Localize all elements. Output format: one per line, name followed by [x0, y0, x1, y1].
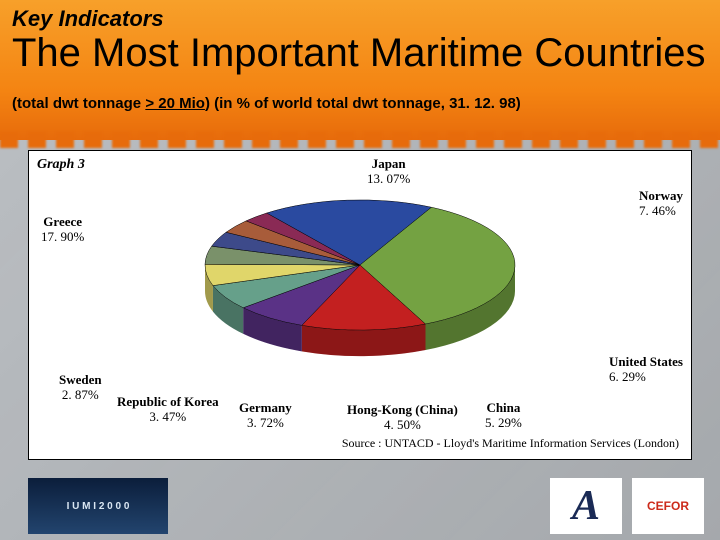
title-main: The Most Important Maritime Countries: [12, 31, 706, 75]
pie-wrap: [29, 165, 691, 400]
label-sweden: Sweden 2. 87%: [59, 373, 102, 403]
label-pct: 3. 47%: [117, 410, 219, 425]
label-name: Sweden: [59, 372, 102, 387]
kicker: Key Indicators: [0, 0, 720, 32]
page-title: The Most Important Maritime Countries (t…: [0, 32, 720, 116]
label-pct: 3. 72%: [239, 416, 292, 431]
label-pct: 7. 46%: [639, 204, 683, 219]
logo-cefor: CEFOR: [632, 478, 704, 534]
label-name: Germany: [239, 400, 292, 415]
title-sub-prefix: (total dwt tonnage: [12, 95, 141, 112]
label-name: Norway: [639, 188, 683, 203]
pie-chart: [145, 165, 575, 395]
label-pct: 13. 07%: [367, 172, 410, 187]
label-norway: Norway 7. 46%: [639, 189, 683, 219]
label-pct: 6. 29%: [609, 370, 683, 385]
label-pct: 17. 90%: [41, 230, 84, 245]
label-china: China 5. 29%: [485, 401, 522, 431]
title-banner: Key Indicators The Most Important Mariti…: [0, 0, 720, 140]
label-name: Republic of Korea: [117, 394, 219, 409]
label-name: China: [486, 400, 520, 415]
logo-a: A: [550, 478, 622, 534]
label-germany: Germany 3. 72%: [239, 401, 292, 431]
label-us: United States 6. 29%: [609, 355, 683, 385]
logo-iumi: I U M I 2 0 0 0: [28, 478, 168, 534]
logo-bar: I U M I 2 0 0 0 A CEFOR: [0, 470, 720, 534]
label-japan: Japan 13. 07%: [367, 157, 410, 187]
label-pct: 5. 29%: [485, 416, 522, 431]
label-korea: Republic of Korea 3. 47%: [117, 395, 219, 425]
source-text: Source : UNTACD - Lloyd's Maritime Infor…: [342, 436, 679, 451]
label-name: United States: [609, 354, 683, 369]
label-greece: Greece 17. 90%: [41, 215, 84, 245]
label-name: Japan: [372, 156, 406, 171]
label-name: Hong-Kong (China): [347, 402, 458, 417]
title-sub-rest: ) (in % of world total dwt tonnage, 31. …: [205, 95, 521, 112]
label-pct: 4. 50%: [347, 418, 458, 433]
label-name: Greece: [43, 214, 82, 229]
label-hk: Hong-Kong (China) 4. 50%: [347, 403, 458, 433]
title-sub-underlined: > 20 Mio: [145, 95, 205, 112]
chart-card: Graph 3 Japan 13. 07% Norway 7. 46% Unit…: [28, 150, 692, 460]
label-pct: 2. 87%: [59, 388, 102, 403]
title-subtext: (total dwt tonnage > 20 Mio) (in % of wo…: [12, 95, 521, 112]
